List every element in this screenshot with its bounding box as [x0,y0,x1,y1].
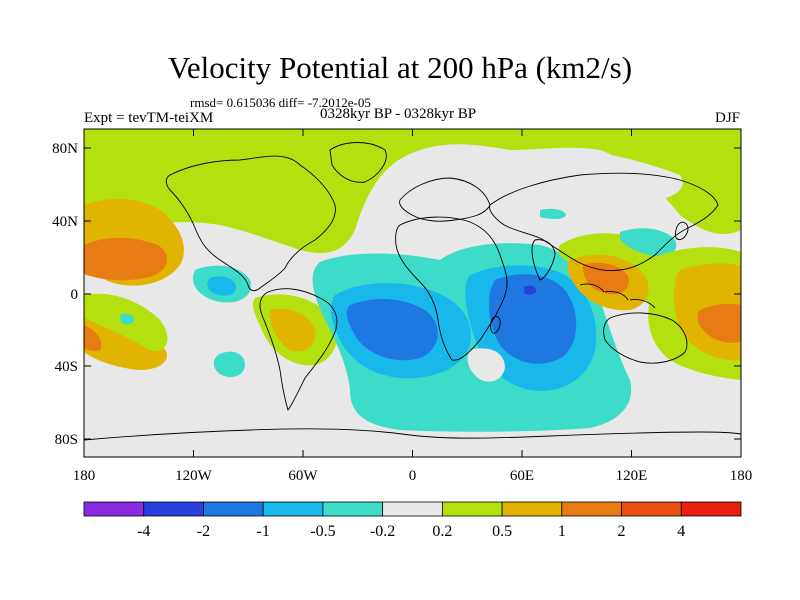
south-america-outline [259,288,338,411]
lat-label-40n: 40N [52,214,78,230]
colorbar-swatch [621,501,682,517]
season-label: DJF [714,110,740,126]
plot-title: Velocity Potential at 200 hPa (km2/s) [167,50,633,85]
lon-label-120w: 120W [175,468,213,484]
greenland-outline [329,142,387,183]
antarctica-outline [84,428,741,441]
lon-label-60e: 60E [510,468,534,484]
indonesia-outline [579,283,656,309]
contour-cyan-tiny [120,313,134,325]
contour-cyan-spac [213,351,245,377]
lon-label-60w: 60W [288,468,318,484]
coastlines [84,142,741,441]
africa-outline [395,216,508,361]
contour-lightblue-epac [207,276,236,296]
contour-blue-ind [488,274,577,364]
colorbar-label: -0.2 [370,523,395,540]
colorbar-label: 4 [677,523,685,540]
contour-darkblue-ind [524,285,537,295]
colorbar: -4 -2 -1 -0.5 -0.2 0.2 0.5 1 2 4 [83,501,742,540]
colorbar-swatch [382,501,443,517]
colorbar-swatch [441,501,503,517]
contour-darkorange-mc [582,262,629,295]
lat-label-80n: 80N [52,141,78,157]
colorbar-swatch [203,501,264,517]
contour-cyan-small [540,208,566,220]
lon-label-180w: 180 [73,468,96,484]
colorbar-label: -0.5 [310,523,335,540]
lat-label-40s: 40S [55,359,78,375]
colorbar-swatch [680,501,742,517]
lat-label-0: 0 [71,287,79,303]
lat-ticks: 80N 40N 0 40S 80S [52,141,741,448]
experiment-label: Expt = tevTM-teiXM [84,110,214,126]
contour-cyan-easia [620,228,677,257]
australia-outline [603,312,688,364]
north-america-outline [165,155,336,292]
colorbar-label: 2 [618,523,626,540]
contour-gap-safrica [467,348,505,382]
colorbar-swatch [322,501,384,517]
colorbar-label: 0.5 [492,523,512,540]
japan-outline [675,221,689,241]
lon-label-180e: 180 [730,468,753,484]
europe-outline [399,177,491,222]
lon-ticks: 180 120W 60W 0 60E 120E 180 [73,129,753,484]
colorbar-label: -2 [197,523,210,540]
contour-darkorange-wpac [697,303,741,343]
colorbar-label: -1 [257,523,270,540]
colorbar-swatch [83,501,145,517]
contour-field [84,129,741,457]
contour-positive-north [84,129,741,254]
colorbar-swatch [262,501,324,517]
contour-blue-atl [346,298,438,361]
lon-label-120e: 120E [616,468,648,484]
madagascar-outline [490,315,501,334]
contour-orange-sam [269,308,316,352]
colorbar-swatch [143,501,204,517]
period-label: 0328kyr BP - 0328kyr BP [320,106,477,122]
stats-text: rmsd= 0.615036 diff= -7.2012e-05 [190,95,371,110]
colorbar-swatch [561,501,622,517]
colorbar-label: 0.2 [432,523,452,540]
north-gap-atlantic [391,165,470,211]
colorbar-label: -4 [137,523,150,540]
lat-label-80s: 80S [55,432,78,448]
contour-darkorange-npac [84,237,168,281]
colorbar-swatch [501,501,563,517]
colorbar-label: 1 [558,523,566,540]
asia-outline [489,172,719,271]
india-outline [531,239,556,281]
north-gap-asia [545,150,683,200]
contour-darkorange-spac [84,325,102,351]
lon-label-0: 0 [409,468,417,484]
